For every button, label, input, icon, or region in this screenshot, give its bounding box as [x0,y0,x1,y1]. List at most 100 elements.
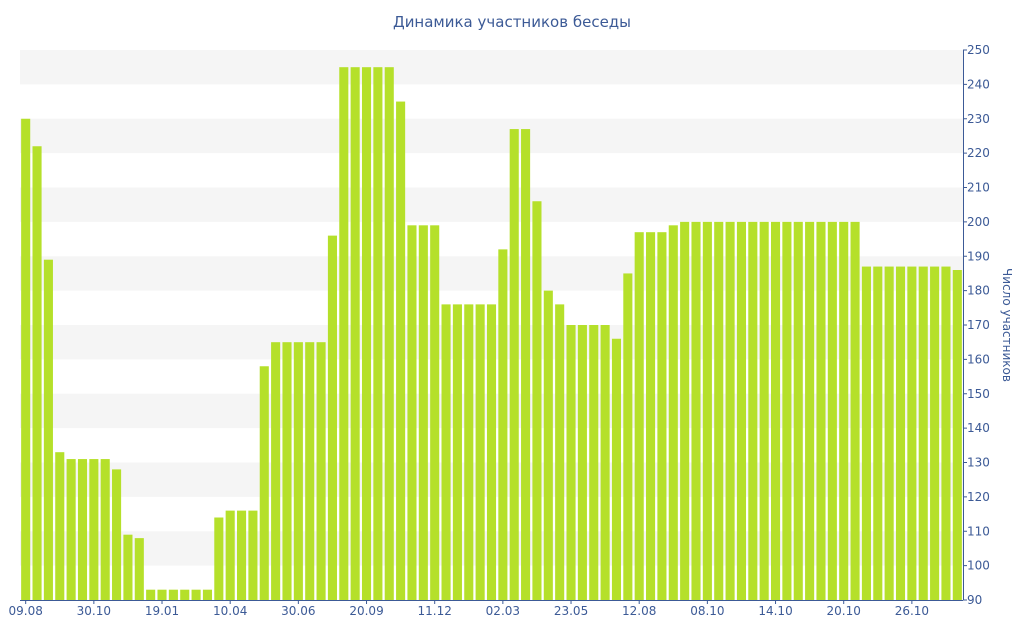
bar [736,221,746,600]
bar [623,273,633,600]
grid-band [20,50,963,85]
bar [452,304,462,600]
bar [861,266,871,600]
bar [714,221,724,600]
bar [327,235,337,600]
y-tick-label: 120 [967,490,990,504]
bar [112,469,122,600]
bar [702,221,712,600]
bar [66,459,76,600]
bar [850,221,860,600]
bar [577,325,587,600]
bar [907,266,917,600]
bar [191,589,201,600]
chart-title: Динамика участников беседы [392,13,632,31]
y-tick-label: 140 [967,421,990,435]
bar [839,221,849,600]
grid-band [20,118,963,154]
bar [782,221,792,600]
bar [884,266,894,600]
bar [373,67,383,600]
bar [521,129,531,600]
bar [43,259,53,600]
bar [237,510,247,600]
bar [691,221,701,600]
y-tick-label: 100 [967,559,990,573]
bar [464,304,474,600]
bars [21,67,962,600]
bar [350,67,360,600]
bar [339,67,349,600]
bar [941,266,951,600]
bar [361,67,372,600]
y-tick-label: 220 [967,146,990,160]
bar [475,304,485,600]
bar [566,325,576,600]
bar [293,342,303,600]
bar [146,589,156,600]
bar [214,517,224,600]
x-tick-label: 20.10 [827,604,861,618]
x-tick-label: 09.08 [9,604,43,618]
y-tick-label: 250 [967,43,990,57]
y-tick-label: 130 [967,456,990,470]
bar [396,101,406,600]
y-tick-label: 90 [967,593,982,607]
x-tick-label: 20.09 [349,604,383,618]
x-tick-label: 30.10 [77,604,111,618]
bar [770,221,781,600]
bar [543,290,553,600]
x-tick-label: 10.04 [213,604,247,618]
bar [168,589,178,600]
bar [202,589,213,600]
x-tick-label: 30.06 [281,604,315,618]
x-tick-labels: 09.08 30.10 19.01 10.04 30.06 20.09 11.12 02.03… [9,600,929,618]
bar [282,342,292,600]
bar [180,589,190,600]
bar [305,342,315,600]
x-tick-label: 11.12 [418,604,452,618]
bar [77,459,88,600]
y-tick-label: 150 [967,387,990,401]
bar [725,221,735,600]
bar [952,270,962,600]
y-axis-title: Число участников [1000,268,1014,382]
bar [805,221,815,600]
bar [89,459,99,600]
bar [259,366,269,600]
x-tick-label: 23.05 [554,604,588,618]
bar [134,538,144,600]
bar [55,452,65,600]
bar [555,304,565,600]
y-tick-label: 170 [967,318,990,332]
y-tick-label: 180 [967,284,990,298]
bar [316,342,326,600]
bar [32,146,42,600]
bar [589,325,599,600]
bar [248,510,258,600]
bar [271,342,281,600]
bar [418,225,428,600]
bar [157,589,167,600]
bar [827,221,837,600]
x-tick-label: 02.03 [486,604,520,618]
bar [509,129,519,600]
bar [486,304,497,600]
y-tick-label: 190 [967,249,990,263]
bar [407,225,417,600]
bar [532,201,542,600]
y-tick-label: 160 [967,352,990,366]
bar [100,459,110,600]
y-tick-label: 200 [967,215,990,229]
bar [748,221,758,600]
grid-band [20,187,963,222]
x-tick-label: 12.08 [622,604,656,618]
x-tick-label: 26.10 [895,604,929,618]
bar [21,118,31,600]
bar [895,266,906,600]
bar [793,221,803,600]
bar [873,266,883,600]
bar [918,266,928,600]
bar [225,510,235,600]
bar [123,534,133,600]
